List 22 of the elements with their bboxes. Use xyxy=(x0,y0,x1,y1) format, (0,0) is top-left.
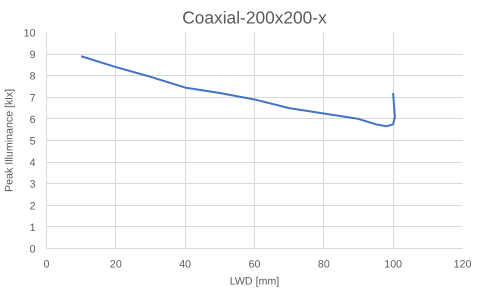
y-axis-title: Peak Illuminance [klx] xyxy=(4,88,16,192)
chart-title: Coaxial-200x200-x xyxy=(182,8,328,28)
y-tick-label: 9 xyxy=(30,49,36,62)
y-tick-label: 0 xyxy=(30,244,36,256)
x-tick-label: 120 xyxy=(454,258,472,270)
x-tick-label: 0 xyxy=(44,258,50,270)
x-tick-label: 60 xyxy=(248,258,260,270)
y-tick-label: 4 xyxy=(30,157,36,170)
x-tick-label: 80 xyxy=(318,258,330,270)
y-tick-label: 2 xyxy=(30,200,36,212)
y-tick-label: 3 xyxy=(30,178,36,191)
x-tick-label: 20 xyxy=(110,258,122,270)
y-tick-label: 5 xyxy=(30,136,36,148)
x-axis-title: LWD [mm] xyxy=(230,276,280,288)
x-tick-label: 40 xyxy=(179,258,192,270)
y-tick-label: 6 xyxy=(30,114,36,126)
y-tick-label: 7 xyxy=(30,92,36,104)
y-tick-label: 1 xyxy=(30,222,36,234)
y-tick-label: 8 xyxy=(30,70,36,83)
y-tick-label: 10 xyxy=(24,28,36,40)
line-series xyxy=(80,55,396,128)
x-tick-label: 100 xyxy=(384,258,402,270)
